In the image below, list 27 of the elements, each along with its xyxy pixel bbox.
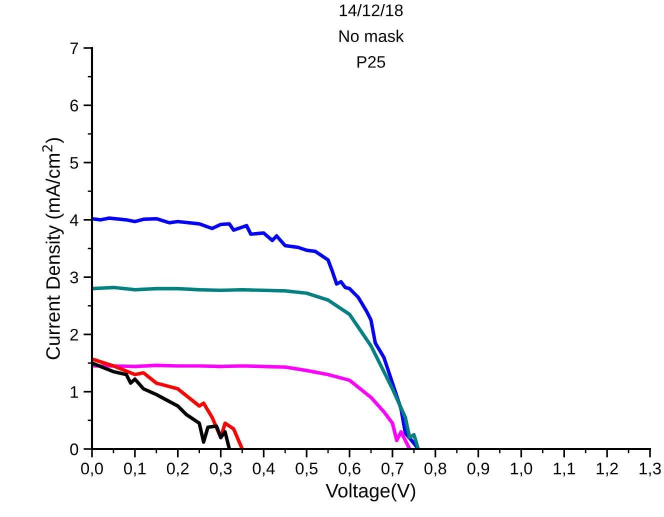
chart-title: 14/12/18 No mask P25 — [339, 4, 404, 68]
y-tick-label: 2 — [70, 328, 78, 340]
line-series — [92, 364, 412, 449]
y-tick-label: 0 — [70, 443, 78, 456]
x-tick-label: 0,1 — [124, 462, 146, 476]
x-tick-label: 1,2 — [596, 462, 618, 476]
x-tick-label: 1,3 — [640, 462, 661, 476]
x-tick-label: 0,9 — [467, 462, 490, 476]
x-tick-label: 1,1 — [554, 462, 575, 476]
y-tick-label: 3 — [70, 272, 78, 284]
y-tick-label: 5 — [70, 157, 78, 169]
x-tick-label: 0,6 — [338, 462, 360, 476]
x-tick-label: 1,0 — [510, 462, 532, 476]
y-axis-title: Current Density (mA/cm$^{2}$) — [42, 138, 64, 360]
y-tick-label: 4 — [70, 214, 78, 226]
x-tick-label: 0,3 — [210, 462, 232, 476]
y-tick-label: 6 — [70, 100, 78, 112]
x-tick-label: 0,4 — [252, 462, 275, 476]
x-tick-label: 0,7 — [382, 462, 404, 476]
line-series — [92, 286, 420, 449]
y-tick-label: 1 — [70, 386, 78, 398]
x-tick-label: 0,0 — [81, 462, 103, 476]
x-tick-label: 0,5 — [296, 462, 318, 476]
x-tick-label: 0,8 — [424, 462, 446, 476]
x-tick-label: 0,2 — [166, 462, 189, 476]
y-tick-label: 7 — [70, 42, 78, 54]
x-axis-title: Voltage(V) — [326, 483, 416, 502]
